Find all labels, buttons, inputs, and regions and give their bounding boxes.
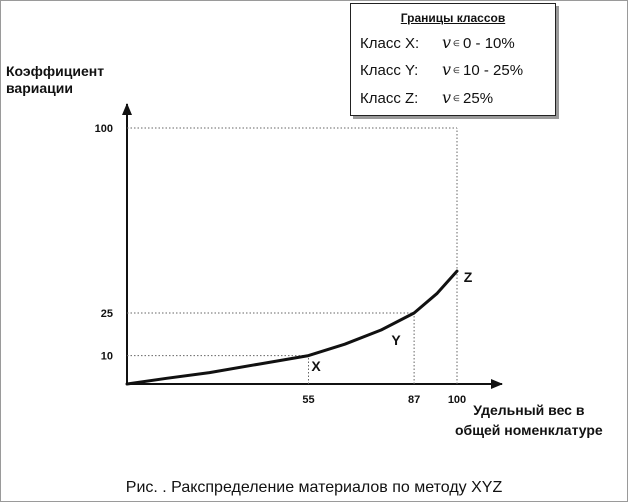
y-tick-label: 10 (101, 351, 113, 363)
legend-row-y: Класс Y: v ∈ 10 - 25% (360, 60, 523, 79)
y-tick-label: 100 (95, 123, 113, 135)
x-tick-label: 87 (408, 394, 420, 406)
y-axis-label-line-1: Коэффициент (6, 63, 105, 79)
legend: Границы классов Класс X: v ∈ 0 - 10% Класс … (350, 3, 556, 116)
x-axis-label: Удельный вес в общей номенклатуре (455, 400, 603, 440)
legend-title: Границы классов (400, 11, 506, 25)
class-label-y: Y (391, 332, 401, 348)
x-axis-label-line-2: общей номенклатуре (455, 422, 603, 438)
legend-row-z: Класс Z: v ∈ 25% (360, 88, 493, 107)
element-of-symbol: ∈ (453, 66, 461, 75)
cumulative-curve (125, 269, 459, 386)
y-axis-label: Коэффициент вариации (6, 63, 104, 97)
class-label-x: X (311, 358, 321, 374)
element-of-symbol: ∈ (453, 94, 461, 103)
class-label-z: Z (464, 269, 473, 285)
x-tick-label: 100 (448, 394, 466, 406)
y-axis-label-line-2: вариации (6, 80, 73, 96)
nu-symbol: v (442, 88, 452, 107)
legend-range: 0 - 10% (463, 35, 515, 52)
legend-range: 10 - 25% (463, 62, 524, 79)
figure-caption: Рис. . Ракспределение материалов по мето… (125, 479, 503, 496)
legend-range: 25% (463, 90, 494, 107)
legend-class-label: Класс Y: (360, 62, 419, 79)
x-tick-label: 55 (302, 394, 314, 406)
legend-row-x: Класс X: v ∈ 0 - 10% (360, 33, 515, 52)
x-axis-label-line-1: Удельный вес в (473, 402, 585, 418)
y-tick-label: 25 (101, 308, 113, 320)
legend-class-label: Класс X: (360, 35, 420, 52)
legend-class-label: Класс Z: (360, 90, 419, 107)
nu-symbol: v (442, 33, 452, 52)
element-of-symbol: ∈ (453, 39, 461, 48)
nu-symbol: v (442, 60, 452, 79)
